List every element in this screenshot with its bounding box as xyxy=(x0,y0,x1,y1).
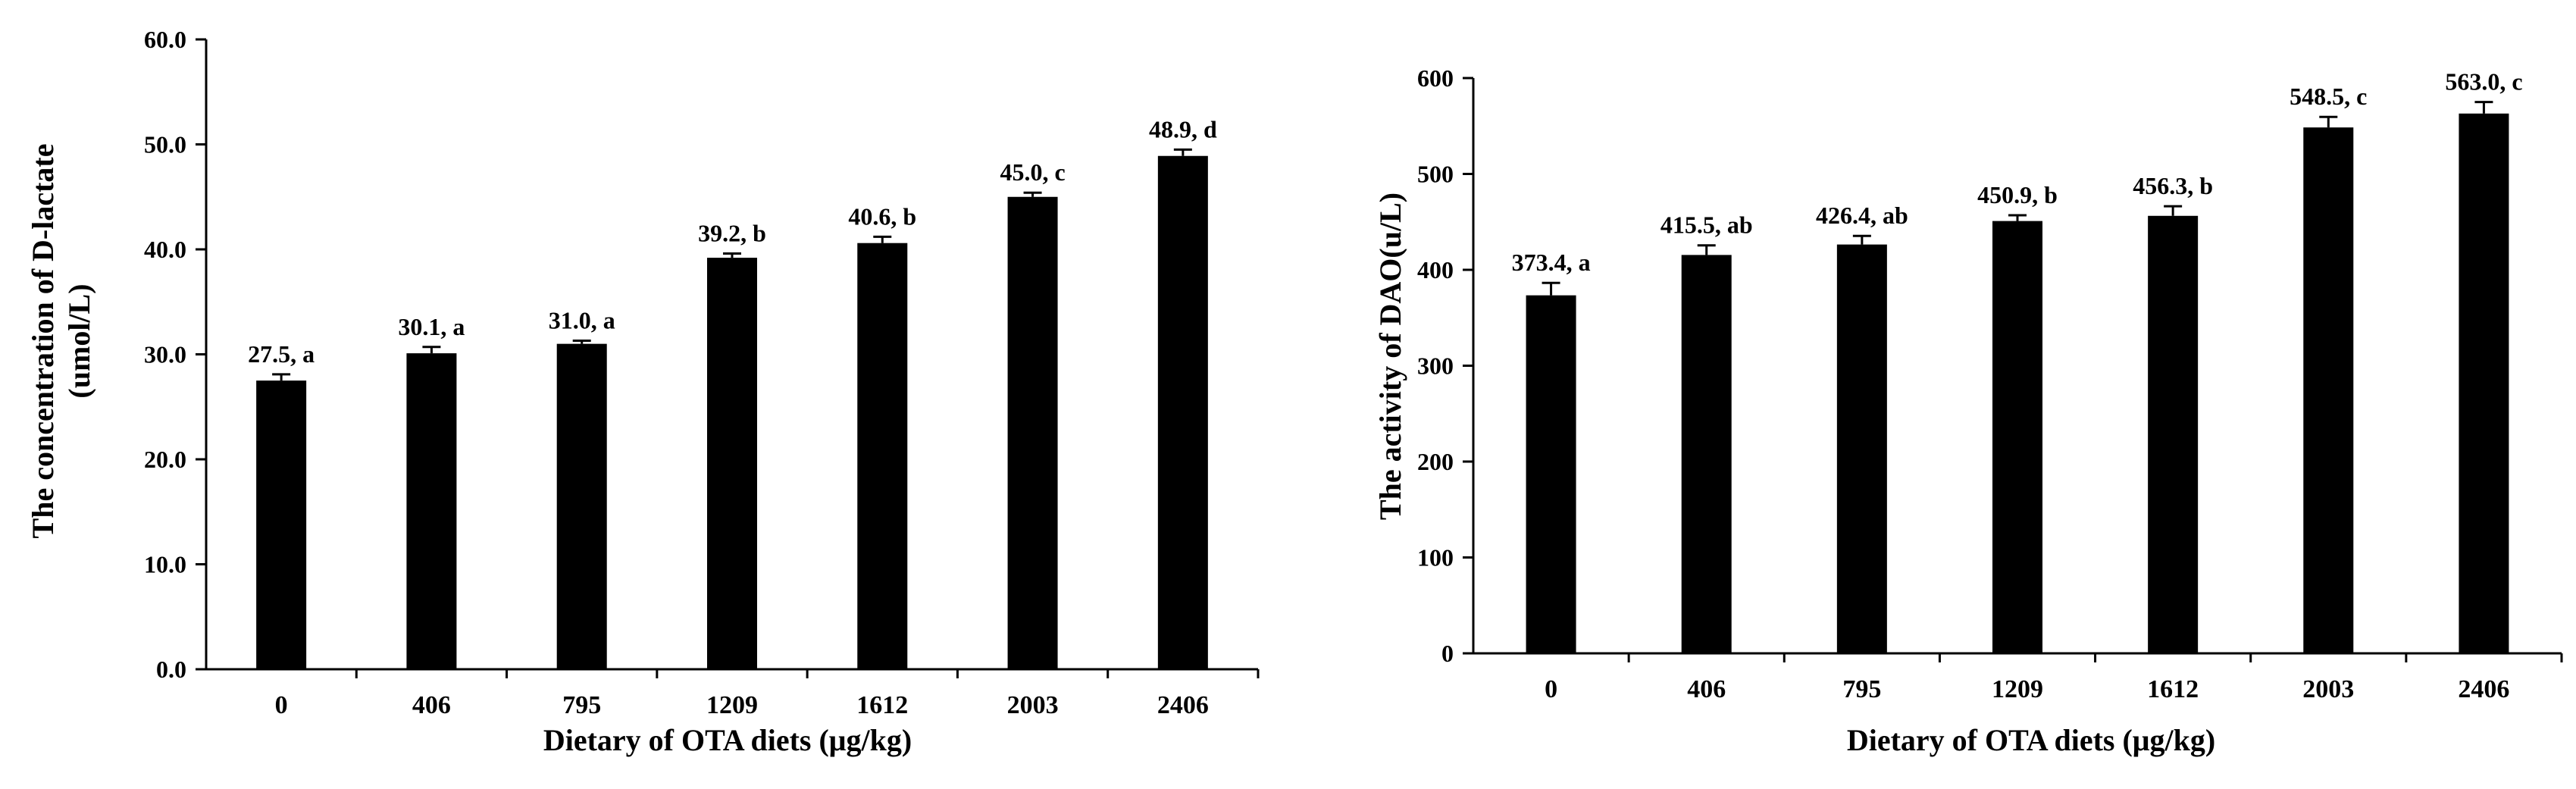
data-label: 373.4, a xyxy=(1512,249,1591,276)
y-tick-label: 200 xyxy=(1417,448,1454,475)
bars: 373.4, a 415.5, ab 426.4, ab 450.9, b 456.3,… xyxy=(1512,68,2523,654)
bar xyxy=(1526,295,1576,653)
y-axis: 0.0 10.0 20.0 30.0 40.0 50.0 60.0 xyxy=(144,26,208,683)
x-tick-label: 0 xyxy=(275,691,288,719)
x-tick-label: 2406 xyxy=(1157,691,1209,719)
y-tick-label: 500 xyxy=(1417,161,1454,188)
data-label: 48.9, d xyxy=(1149,115,1217,142)
data-label: 45.0, c xyxy=(1000,158,1065,186)
bar xyxy=(556,343,607,669)
y-tick-label: 10.0 xyxy=(144,551,186,578)
y-tick-label: 0 xyxy=(1441,640,1454,667)
y-tick-label: 60.0 xyxy=(144,26,186,53)
bar xyxy=(707,258,757,670)
y-axis-title-line1: The concentration of D-lactate xyxy=(26,144,60,539)
y-tick-label: 50.0 xyxy=(144,131,186,158)
chart-dao-activity: The activity of DAO(u/L) 0 100 200 300 400 50… xyxy=(1373,64,2563,757)
bar xyxy=(2459,113,2509,653)
x-tick-label: 795 xyxy=(562,691,601,719)
x-axis: 0 406 795 1209 1612 2003 2406 xyxy=(206,668,1260,719)
data-label: 415.5, ab xyxy=(1660,211,1753,239)
data-label: 30.1, a xyxy=(398,313,465,340)
bar xyxy=(857,243,908,669)
chart-d-lactate: The concentration of D-lactate (umol/L) … xyxy=(26,26,1260,757)
bar xyxy=(1007,196,1058,669)
x-axis: 0 406 795 1209 1612 2003 2406 xyxy=(1473,652,2563,703)
y-tick-label: 100 xyxy=(1417,544,1454,571)
x-tick-label: 1612 xyxy=(856,691,908,719)
y-tick-label: 400 xyxy=(1417,256,1454,283)
x-axis-title: Dietary of OTA diets (μg/kg) xyxy=(1847,723,2215,757)
y-axis: 0 100 200 300 400 500 600 xyxy=(1417,64,1475,667)
y-tick-label: 20.0 xyxy=(144,446,186,473)
x-tick-label: 2406 xyxy=(2458,675,2509,703)
bar xyxy=(2303,127,2354,653)
bar xyxy=(1681,255,1732,654)
x-tick-label: 2003 xyxy=(2302,675,2354,703)
data-label: 456.3, b xyxy=(2133,172,2213,199)
y-tick-label: 300 xyxy=(1417,352,1454,380)
x-axis-title: Dietary of OTA diets (μg/kg) xyxy=(543,723,912,757)
x-tick-label: 0 xyxy=(1545,675,1557,703)
bar xyxy=(2148,215,2199,653)
data-label: 39.2, b xyxy=(698,220,766,247)
bar xyxy=(1157,155,1208,670)
y-tick-label: 40.0 xyxy=(144,236,186,263)
data-label: 563.0, c xyxy=(2445,68,2522,95)
data-label: 40.6, b xyxy=(848,202,916,230)
data-label: 548.5, c xyxy=(2290,83,2367,110)
bars: 27.5, a 30.1, a 31.0, a 39.2, b 40.6, b 45.0,… xyxy=(248,115,1217,670)
y-tick-label: 600 xyxy=(1417,64,1454,92)
x-tick-label: 795 xyxy=(1842,675,1881,703)
x-tick-label: 1209 xyxy=(706,691,758,719)
bar xyxy=(1836,244,1887,653)
y-axis-title: The activity of DAO(u/L) xyxy=(1373,193,1407,520)
bar xyxy=(1992,221,2042,653)
y-tick-label: 0.0 xyxy=(156,656,186,683)
data-label: 426.4, ab xyxy=(1816,202,1908,229)
y-axis-title-line2: (umol/L) xyxy=(62,283,96,398)
x-tick-label: 406 xyxy=(412,691,451,719)
data-label: 450.9, b xyxy=(1977,181,2058,208)
bar xyxy=(406,353,457,669)
y-tick-label: 30.0 xyxy=(144,341,186,368)
x-tick-label: 1209 xyxy=(1992,675,2043,703)
bar xyxy=(256,380,307,669)
data-label: 27.5, a xyxy=(248,340,315,368)
x-tick-label: 406 xyxy=(1687,675,1726,703)
x-tick-label: 1612 xyxy=(2147,675,2199,703)
data-label: 31.0, a xyxy=(549,306,615,333)
x-tick-label: 2003 xyxy=(1007,691,1059,719)
